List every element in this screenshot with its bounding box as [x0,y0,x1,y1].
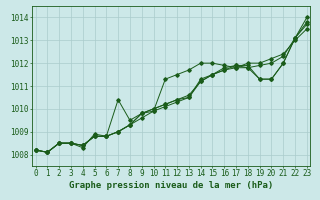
X-axis label: Graphe pression niveau de la mer (hPa): Graphe pression niveau de la mer (hPa) [69,181,273,190]
